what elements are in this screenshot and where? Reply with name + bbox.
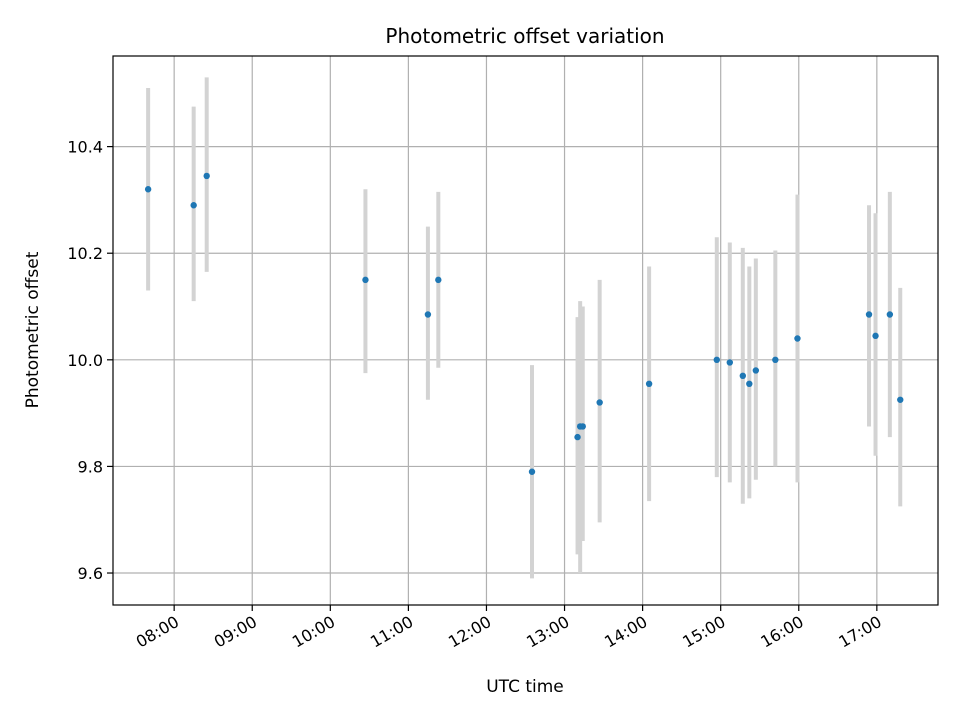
data-point	[435, 276, 442, 284]
x-axis-label: UTC time	[486, 677, 564, 697]
data-point	[596, 399, 603, 406]
data-point	[528, 468, 536, 475]
data-point	[144, 186, 152, 193]
data-point	[424, 311, 432, 318]
data-point	[579, 423, 586, 430]
data-point	[746, 380, 753, 388]
data-point	[574, 433, 581, 441]
y-tick-label: 10.4	[67, 138, 103, 157]
data-point	[772, 356, 779, 364]
y-tick-label: 9.8	[78, 457, 103, 476]
y-tick-label: 9.6	[78, 564, 103, 583]
data-point	[726, 359, 733, 366]
data-point	[886, 311, 894, 318]
data-point	[739, 372, 747, 380]
data-point	[362, 276, 369, 284]
data-point	[190, 202, 197, 209]
chart-title: Photometric offset variation	[385, 24, 664, 48]
y-axis: 9.6 9.8 10.0 10.2 10.4	[67, 138, 113, 583]
plot-frame	[112, 55, 939, 606]
data-point	[713, 356, 720, 364]
y-tick-label: 10.2	[67, 244, 103, 263]
y-axis-label: Photometric offset	[23, 251, 43, 408]
y-tick-label: 10.0	[67, 351, 103, 370]
data-point	[865, 311, 873, 318]
data-point	[645, 380, 653, 388]
data-point	[794, 335, 801, 342]
data-points	[144, 172, 904, 475]
data-point	[872, 332, 879, 340]
data-point	[897, 396, 904, 403]
data-point	[752, 367, 760, 374]
data-point	[203, 172, 210, 180]
